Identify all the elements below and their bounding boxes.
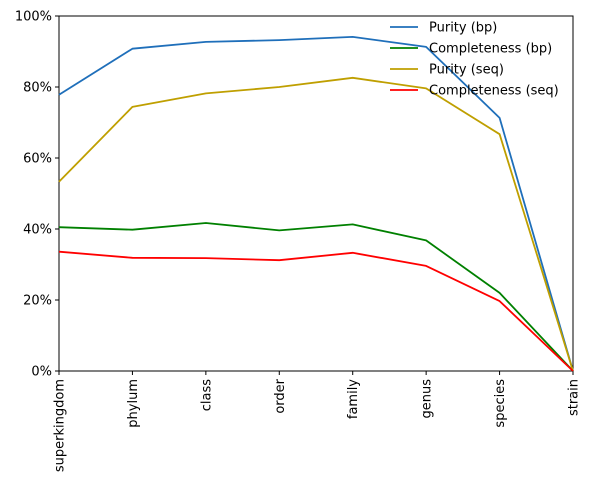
y-axis: 0% 20% 40% 60% 80% 100%	[15, 10, 59, 380]
y-tick-label: 100%	[15, 10, 52, 25]
y-tick-label: 80%	[23, 81, 52, 96]
y-tick-label: 20%	[23, 294, 52, 309]
x-tick-label: order	[273, 378, 288, 413]
x-tick-label: phylum	[126, 379, 141, 428]
x-tick-label: species	[493, 379, 508, 428]
x-tick-label: class	[199, 379, 214, 411]
y-tick-label: 60%	[23, 152, 52, 167]
series-line	[58, 222, 574, 372]
plot-area	[58, 15, 574, 372]
y-tick-label: 40%	[23, 223, 52, 238]
legend: Purity (bp) Completeness (bp) Purity (seq)…	[390, 21, 559, 99]
series-layer	[58, 36, 574, 372]
series-line	[58, 250, 574, 372]
plot-frame	[58, 15, 574, 372]
series-line	[58, 36, 574, 372]
x-tick-label: superkingdom	[53, 379, 68, 472]
x-axis: superkingdom phylum class order family genus s…	[53, 371, 582, 472]
series-line	[58, 76, 574, 372]
legend-label: Completeness (seq)	[429, 84, 559, 99]
legend-label: Completeness (bp)	[429, 42, 552, 57]
legend-label: Purity (seq)	[429, 63, 504, 78]
x-tick-label: family	[346, 379, 361, 419]
x-tick-label: genus	[420, 379, 435, 419]
x-tick-label: strain	[567, 379, 582, 416]
legend-label: Purity (bp)	[429, 21, 497, 36]
y-tick-label: 0%	[31, 365, 52, 380]
